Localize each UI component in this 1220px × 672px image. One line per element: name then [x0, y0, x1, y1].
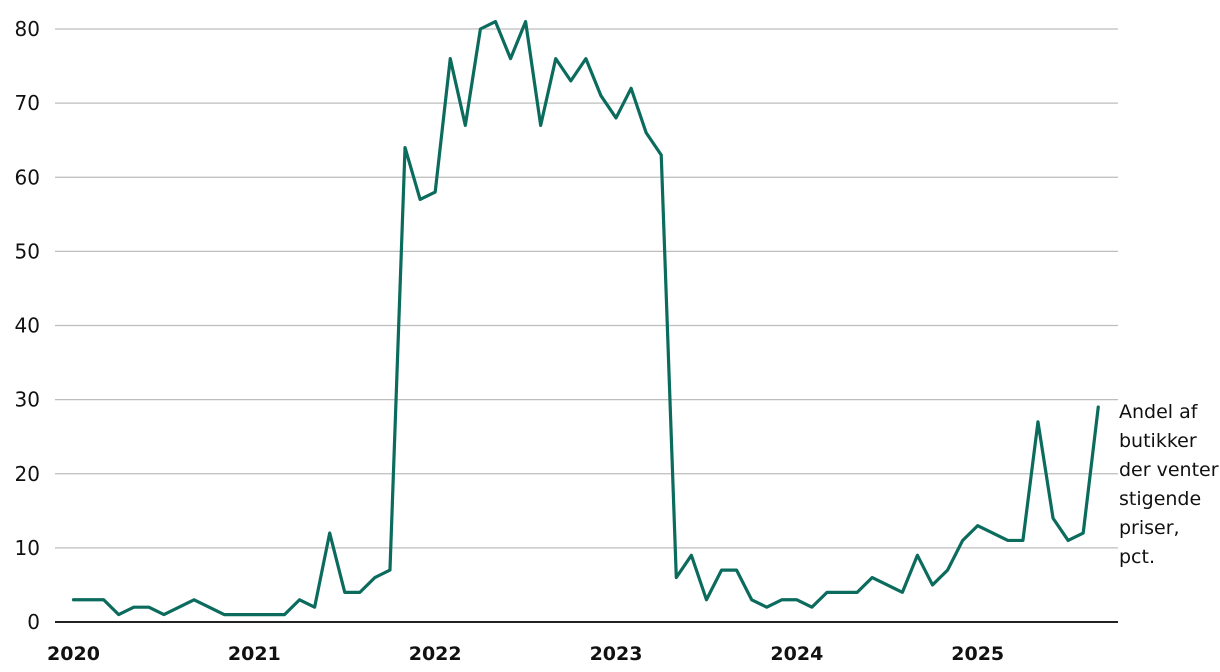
y-tick-label: 70 — [15, 91, 40, 115]
x-tick-label: 2022 — [409, 643, 462, 665]
series-line — [71, 19, 1100, 617]
y-tick-label: 0 — [27, 610, 40, 634]
x-tick-label: 2021 — [228, 643, 281, 665]
x-tick-label: 2024 — [770, 643, 823, 665]
y-tick-label: 60 — [15, 165, 40, 189]
y-tick-label: 30 — [15, 388, 40, 412]
gridlines — [55, 28, 1118, 549]
y-tick-label: 20 — [15, 462, 40, 486]
x-tick-label: 2025 — [951, 643, 1004, 665]
x-tick-label: 2023 — [590, 643, 643, 665]
y-tick-label: 50 — [15, 239, 40, 263]
series-label: Andel af butikker der venter stigende pr… — [1119, 401, 1219, 568]
x-axis-ticks: 2020 2021 2022 2023 2024 2025 — [47, 643, 1004, 665]
y-tick-label: 80 — [15, 17, 40, 41]
y-tick-label: 40 — [15, 314, 40, 338]
y-tick-label: 10 — [15, 536, 40, 560]
x-tick-label: 2020 — [47, 643, 100, 665]
y-axis-ticks: 0 10 20 30 40 50 60 70 80 — [15, 17, 40, 634]
